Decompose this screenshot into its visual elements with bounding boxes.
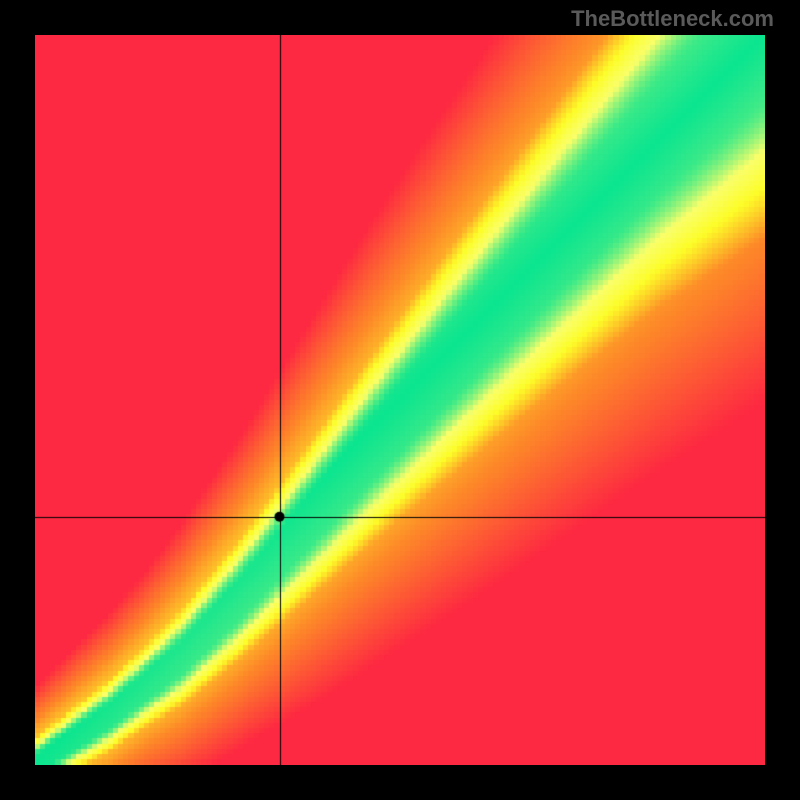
- bottleneck-heatmap: [35, 35, 765, 765]
- watermark-text: TheBottleneck.com: [571, 6, 774, 32]
- chart-root: TheBottleneck.com: [0, 0, 800, 800]
